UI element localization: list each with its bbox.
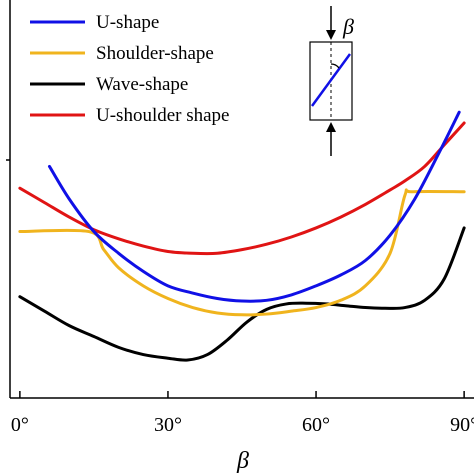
- series-layer: [18, 110, 466, 362]
- x-tick-label: 0°: [11, 414, 29, 436]
- legend: U-shape Shoulder-shape Wave-shape U-shoulde…: [30, 12, 230, 126]
- axes: 0° 30° 60° 90° β: [6, 0, 474, 474]
- series-line-u-shape: [47, 110, 461, 303]
- x-tick-label: 30°: [154, 414, 182, 436]
- legend-label: U-shoulder shape: [96, 105, 230, 126]
- x-tick-label: 90°: [450, 414, 474, 436]
- series-line-u-shoulder-shape: [18, 121, 466, 256]
- inset: β: [309, 6, 354, 156]
- series-line-wave-shape: [18, 226, 466, 362]
- x-axis-title: β: [236, 448, 249, 474]
- legend-label: Shoulder-shape: [96, 43, 214, 64]
- x-tick-label: 60°: [302, 414, 330, 436]
- series-line-shoulder-shape: [18, 188, 466, 317]
- legend-label: Wave-shape: [96, 74, 188, 95]
- legend-label: U-shape: [96, 12, 159, 33]
- specimen-with-inclined-joint-icon: [309, 6, 353, 156]
- inset-beta-label: β: [342, 14, 354, 39]
